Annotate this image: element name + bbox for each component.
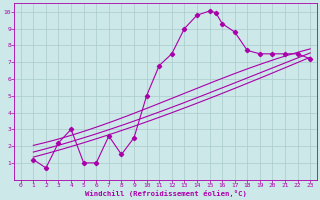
X-axis label: Windchill (Refroidissement éolien,°C): Windchill (Refroidissement éolien,°C) <box>84 190 246 197</box>
